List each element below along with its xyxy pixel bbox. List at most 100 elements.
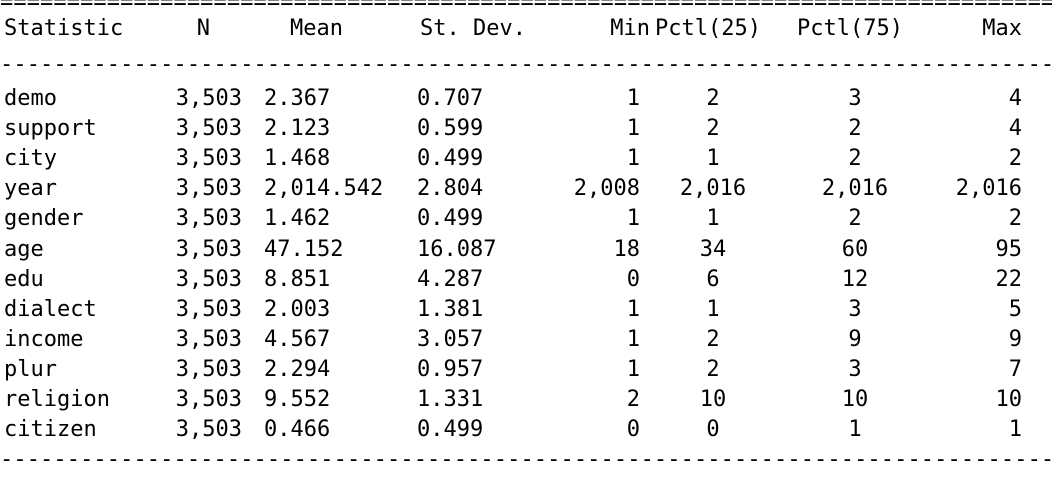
cell-pctl25: 1 — [706, 296, 720, 322]
cell-statistic: city — [4, 146, 57, 172]
cell-pctl75: 3 — [848, 356, 862, 382]
cell-pctl25: 2 — [706, 116, 720, 142]
cell-min: 18 — [613, 236, 641, 262]
header-row: Statistic N Mean St. Dev. Min Pctl(25) P… — [0, 14, 1052, 44]
cell-statistic: dialect — [4, 296, 97, 322]
cell-pctl75: 10 — [841, 387, 869, 412]
cell-pctl75: 60 — [841, 236, 869, 262]
cell-min: 2 — [626, 387, 640, 412]
header-mean: Mean — [290, 16, 343, 41]
cell-statistic: religion — [4, 387, 110, 412]
cell-max: 4 — [1008, 116, 1022, 142]
cell-mean: 2.367 — [264, 86, 331, 111]
cell-max: 7 — [1008, 356, 1022, 382]
cell-statistic: age — [4, 236, 44, 262]
cell-n: 3,503 — [175, 206, 242, 232]
cell-pctl25: 6 — [706, 266, 720, 292]
cell-pctl25: 2 — [706, 86, 720, 111]
table-row: plur 3,503 2.294 0.957 1 2 3 7 — [0, 355, 1052, 385]
cell-n: 3,503 — [175, 176, 242, 202]
header-st-dev: St. Dev. — [420, 16, 526, 41]
table-row: city 3,503 1.468 0.499 1 1 2 2 — [0, 144, 1052, 174]
cell-max: 1 — [1008, 417, 1022, 443]
cell-mean: 2,014.542 — [264, 176, 384, 202]
cell-min: 0 — [626, 266, 640, 292]
cell-min: 1 — [626, 116, 640, 142]
cell-statistic: year — [4, 176, 57, 202]
cell-pctl75: 2,016 — [821, 176, 889, 202]
cell-pctl25: 1 — [706, 146, 720, 172]
cell-st-dev: 0.499 — [417, 206, 484, 232]
cell-n: 3,503 — [175, 86, 242, 111]
cell-st-dev: 0.499 — [417, 146, 484, 172]
cell-min: 1 — [626, 86, 640, 111]
cell-st-dev: 1.331 — [417, 387, 484, 412]
cell-pctl75: 1 — [848, 417, 862, 443]
table-row: demo 3,503 2.367 0.707 1 2 3 4 — [0, 84, 1052, 114]
cell-min: 1 — [626, 326, 640, 352]
cell-st-dev: 4.287 — [417, 266, 484, 292]
cell-pctl75: 2 — [848, 146, 862, 172]
cell-st-dev: 2.804 — [417, 176, 484, 202]
cell-mean: 8.851 — [264, 266, 331, 292]
cell-n: 3,503 — [175, 326, 242, 352]
cell-mean: 9.552 — [264, 387, 331, 412]
cell-mean: 2.003 — [264, 296, 331, 322]
cell-min: 2,008 — [573, 176, 640, 202]
cell-mean: 1.468 — [264, 146, 331, 172]
cell-n: 3,503 — [175, 116, 242, 142]
cell-statistic: gender — [4, 206, 84, 232]
cell-min: 1 — [626, 296, 640, 322]
table-row: religion 3,503 9.552 1.331 2 10 10 10 — [0, 385, 1052, 415]
header-statistic: Statistic — [4, 16, 124, 41]
cell-n: 3,503 — [175, 146, 242, 172]
cell-pctl75: 3 — [848, 86, 862, 111]
cell-min: 1 — [626, 146, 640, 172]
cell-pctl25: 2 — [706, 356, 720, 382]
header-pctl75: Pctl(75) — [797, 16, 903, 41]
cell-min: 1 — [626, 356, 640, 382]
header-rule: ----------------------------------------… — [0, 54, 1052, 76]
table-row: dialect 3,503 2.003 1.381 1 1 3 5 — [0, 295, 1052, 325]
cell-statistic: support — [4, 116, 97, 142]
cell-statistic: plur — [4, 356, 57, 382]
cell-mean: 1.462 — [264, 206, 331, 232]
cell-st-dev: 16.087 — [417, 236, 497, 262]
cell-max: 2 — [1008, 146, 1022, 172]
cell-max: 2,016 — [955, 176, 1022, 202]
cell-st-dev: 0.499 — [417, 417, 484, 443]
cell-pctl75: 2 — [848, 206, 862, 232]
cell-pctl75: 2 — [848, 116, 862, 142]
header-min: Min — [610, 16, 650, 41]
cell-max: 9 — [1008, 326, 1022, 352]
cell-st-dev: 0.957 — [417, 356, 484, 382]
table-row: income 3,503 4.567 3.057 1 2 9 9 — [0, 325, 1052, 355]
cell-pctl25: 1 — [706, 206, 720, 232]
cell-pctl25: 34 — [699, 236, 727, 262]
cell-pctl25: 2,016 — [679, 176, 747, 202]
bottom-rule: ----------------------------------------… — [0, 449, 1052, 471]
cell-st-dev: 1.381 — [417, 296, 484, 322]
table-row: support 3,503 2.123 0.599 1 2 2 4 — [0, 114, 1052, 144]
cell-n: 3,503 — [175, 236, 242, 262]
cell-statistic: citizen — [4, 417, 97, 443]
cell-min: 1 — [626, 206, 640, 232]
cell-mean: 2.123 — [264, 116, 331, 142]
cell-max: 10 — [995, 387, 1023, 412]
cell-n: 3,503 — [175, 356, 242, 382]
cell-max: 22 — [995, 266, 1023, 292]
cell-n: 3,503 — [175, 417, 242, 443]
header-max: Max — [982, 16, 1022, 41]
cell-pctl25: 10 — [699, 387, 727, 412]
cell-min: 0 — [626, 417, 640, 443]
cell-st-dev: 0.707 — [417, 86, 484, 111]
cell-st-dev: 0.599 — [417, 116, 484, 142]
header-pctl25: Pctl(25) — [655, 16, 761, 41]
cell-mean: 0.466 — [264, 417, 331, 443]
cell-n: 3,503 — [175, 387, 242, 412]
table-row: edu 3,503 8.851 4.287 0 6 12 22 — [0, 265, 1052, 295]
cell-pctl25: 0 — [706, 417, 720, 443]
cell-mean: 47.152 — [264, 236, 344, 262]
cell-pctl25: 2 — [706, 326, 720, 352]
